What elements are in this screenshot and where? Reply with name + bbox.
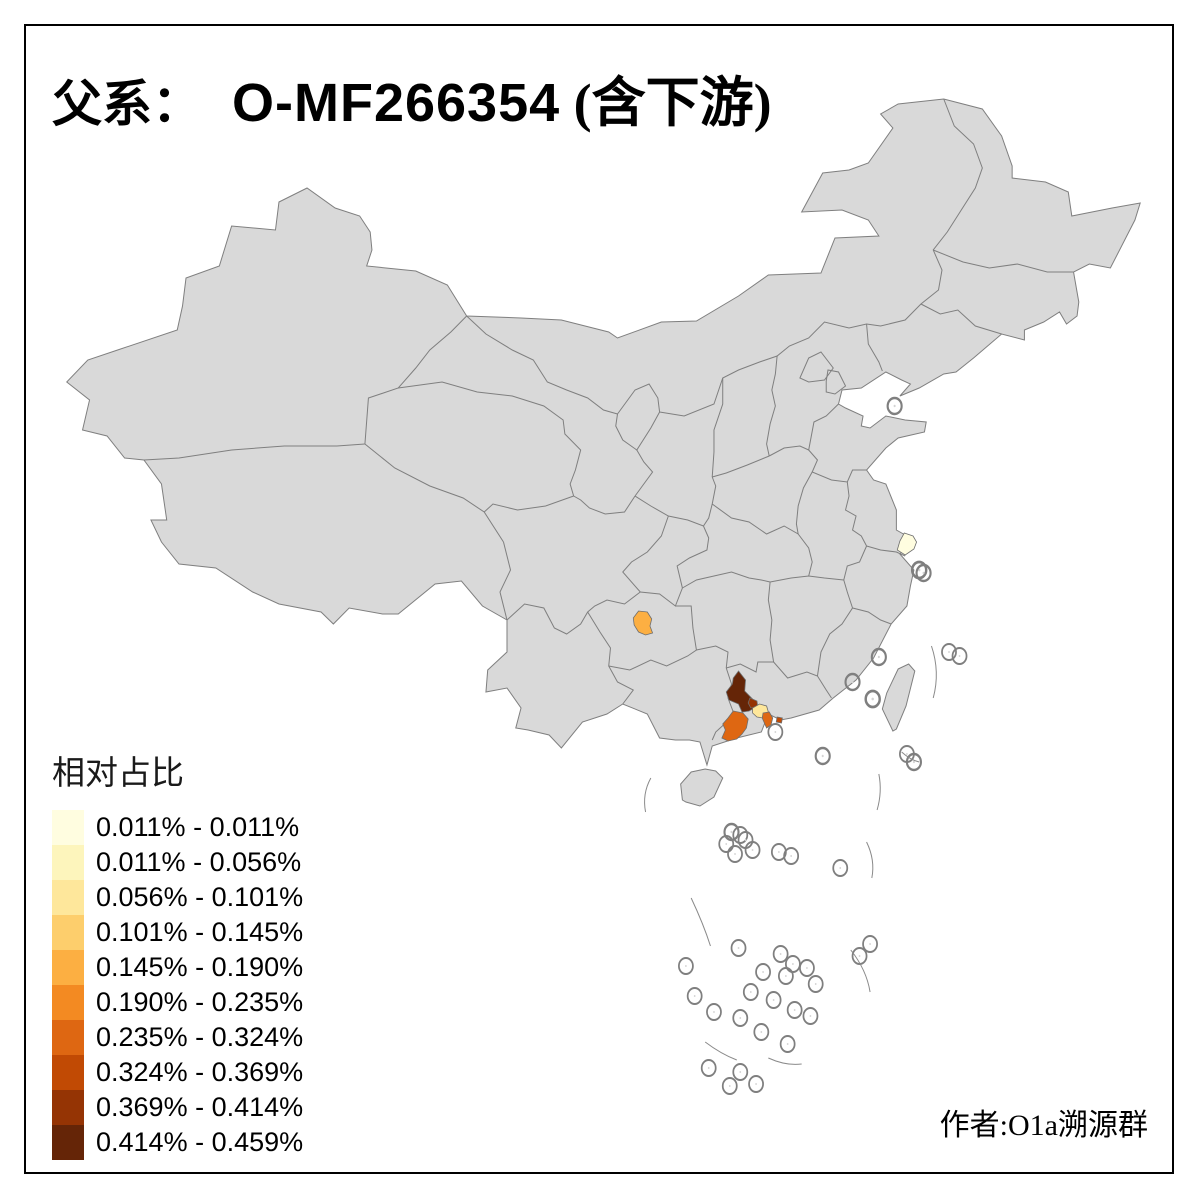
region-north-guizhou — [633, 611, 652, 635]
legend-title: 相对占比 — [52, 756, 184, 792]
title-suffix: (含下游) — [560, 73, 772, 133]
legend-row: 0.011% - 0.056% — [52, 845, 303, 880]
legend-row: 0.235% - 0.324% — [52, 1020, 303, 1055]
legend-row: 0.190% - 0.235% — [52, 985, 303, 1020]
author-credit: 作者:O1a溯源群 — [939, 1109, 1148, 1142]
title-main: O-MF266354 — [232, 73, 561, 133]
legend: 相对占比 0.011% - 0.011% 0.011% - 0.056% 0.0… — [52, 746, 303, 1160]
legend-row: 0.011% - 0.011% — [52, 810, 303, 845]
legend-swatch-7 — [52, 1020, 84, 1055]
sea-arc-lines — [645, 646, 937, 1064]
region-pearl-west-orange — [762, 712, 773, 728]
legend-label-2: 0.011% - 0.056% — [96, 847, 302, 877]
legend-swatch-2 — [52, 845, 84, 880]
hainan-island — [681, 769, 723, 806]
legend-swatch-10 — [52, 1125, 84, 1160]
page-title: 父系： O-MF266354 (含下游) — [52, 58, 772, 137]
taiwan-island — [882, 664, 914, 731]
legend-label-9: 0.369% - 0.414% — [96, 1092, 304, 1122]
legend-swatch-9 — [52, 1090, 84, 1125]
legend-label-5: 0.145% - 0.190% — [96, 952, 304, 982]
legend-row: 0.101% - 0.145% — [52, 915, 303, 950]
legend-row: 0.056% - 0.101% — [52, 880, 303, 915]
legend-swatch-8 — [52, 1055, 84, 1090]
legend-row: 0.145% - 0.190% — [52, 950, 303, 985]
region-pearl-east-dot — [776, 717, 782, 723]
legend-swatch-6 — [52, 985, 84, 1020]
legend-swatch-1 — [52, 810, 84, 845]
region-shanghai — [897, 533, 916, 555]
legend-label-8: 0.324% - 0.369% — [96, 1057, 304, 1087]
legend-label-6: 0.190% - 0.235% — [96, 987, 304, 1017]
legend-label-10: 0.414% - 0.459% — [96, 1127, 304, 1157]
legend-label-7: 0.235% - 0.324% — [96, 1022, 304, 1052]
legend-label-3: 0.056% - 0.101% — [96, 882, 304, 912]
legend-row: 0.369% - 0.414% — [52, 1090, 303, 1125]
china-mainland-outline — [67, 99, 1140, 765]
highlighted-regions — [633, 533, 916, 741]
legend-swatch-3 — [52, 880, 84, 915]
title-prefix: 父系： — [52, 76, 202, 132]
legend-label-4: 0.101% - 0.145% — [96, 917, 304, 947]
legend-label-1: 0.011% - 0.011% — [96, 812, 300, 842]
legend-row: 0.414% - 0.459% — [52, 1125, 303, 1160]
province-borders — [144, 99, 1074, 740]
region-southwest-guangdong-orange — [722, 711, 748, 741]
island-specks — [678, 396, 968, 1096]
legend-swatch-5 — [52, 950, 84, 985]
legend-row: 0.324% - 0.369% — [52, 1055, 303, 1090]
legend-swatch-4 — [52, 915, 84, 950]
